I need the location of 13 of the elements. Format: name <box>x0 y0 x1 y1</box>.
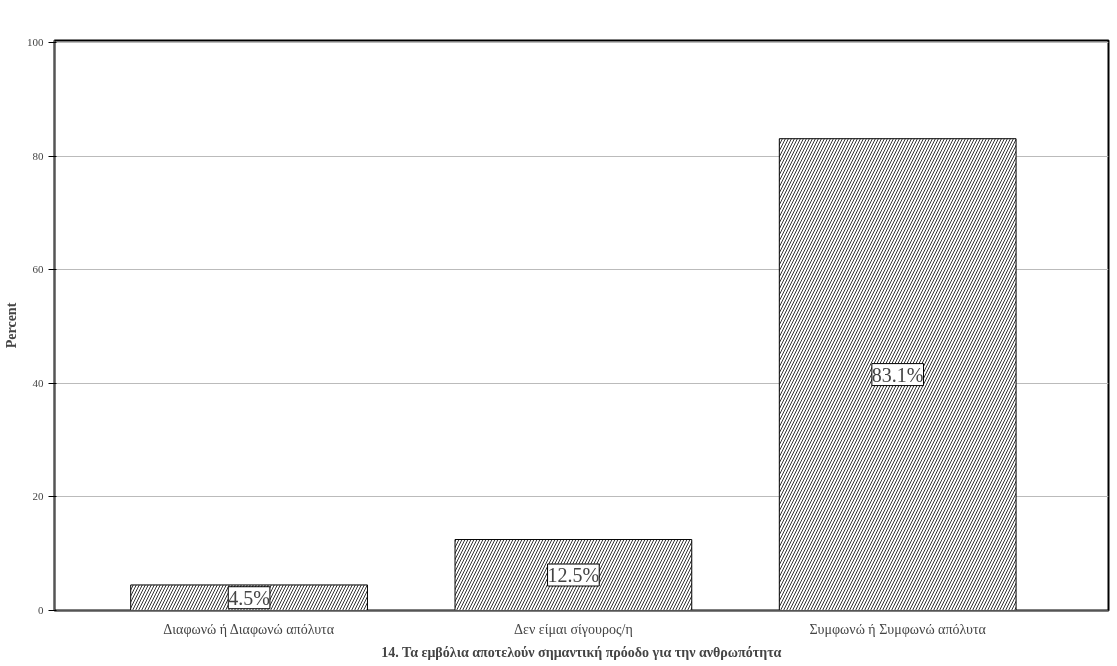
x-tick-label: Συμφωνώ ή Συμφωνώ απόλυτα <box>809 621 987 637</box>
y-tick-label: 80 <box>32 149 44 162</box>
y-tick-label: 100 <box>27 36 44 49</box>
y-tick-label: 40 <box>32 376 44 389</box>
x-axis-title: 14. Τα εμβόλια αποτελούν σημαντική πρόοδο για την ανθρωπότητα <box>381 644 782 660</box>
x-tick-label: Δεν είμαι σίγουρος/η <box>514 621 633 637</box>
data-label: 12.5% <box>547 564 600 587</box>
y-tick-label: 0 <box>38 604 44 616</box>
y-tick-label: 60 <box>32 263 44 276</box>
y-tick-label: 20 <box>32 490 44 503</box>
x-tick-label: Διαφωνώ ή Διαφωνώ απόλυτα <box>163 621 335 637</box>
y-axis-title: Percent <box>4 302 19 349</box>
data-label: 83.1% <box>871 363 924 386</box>
